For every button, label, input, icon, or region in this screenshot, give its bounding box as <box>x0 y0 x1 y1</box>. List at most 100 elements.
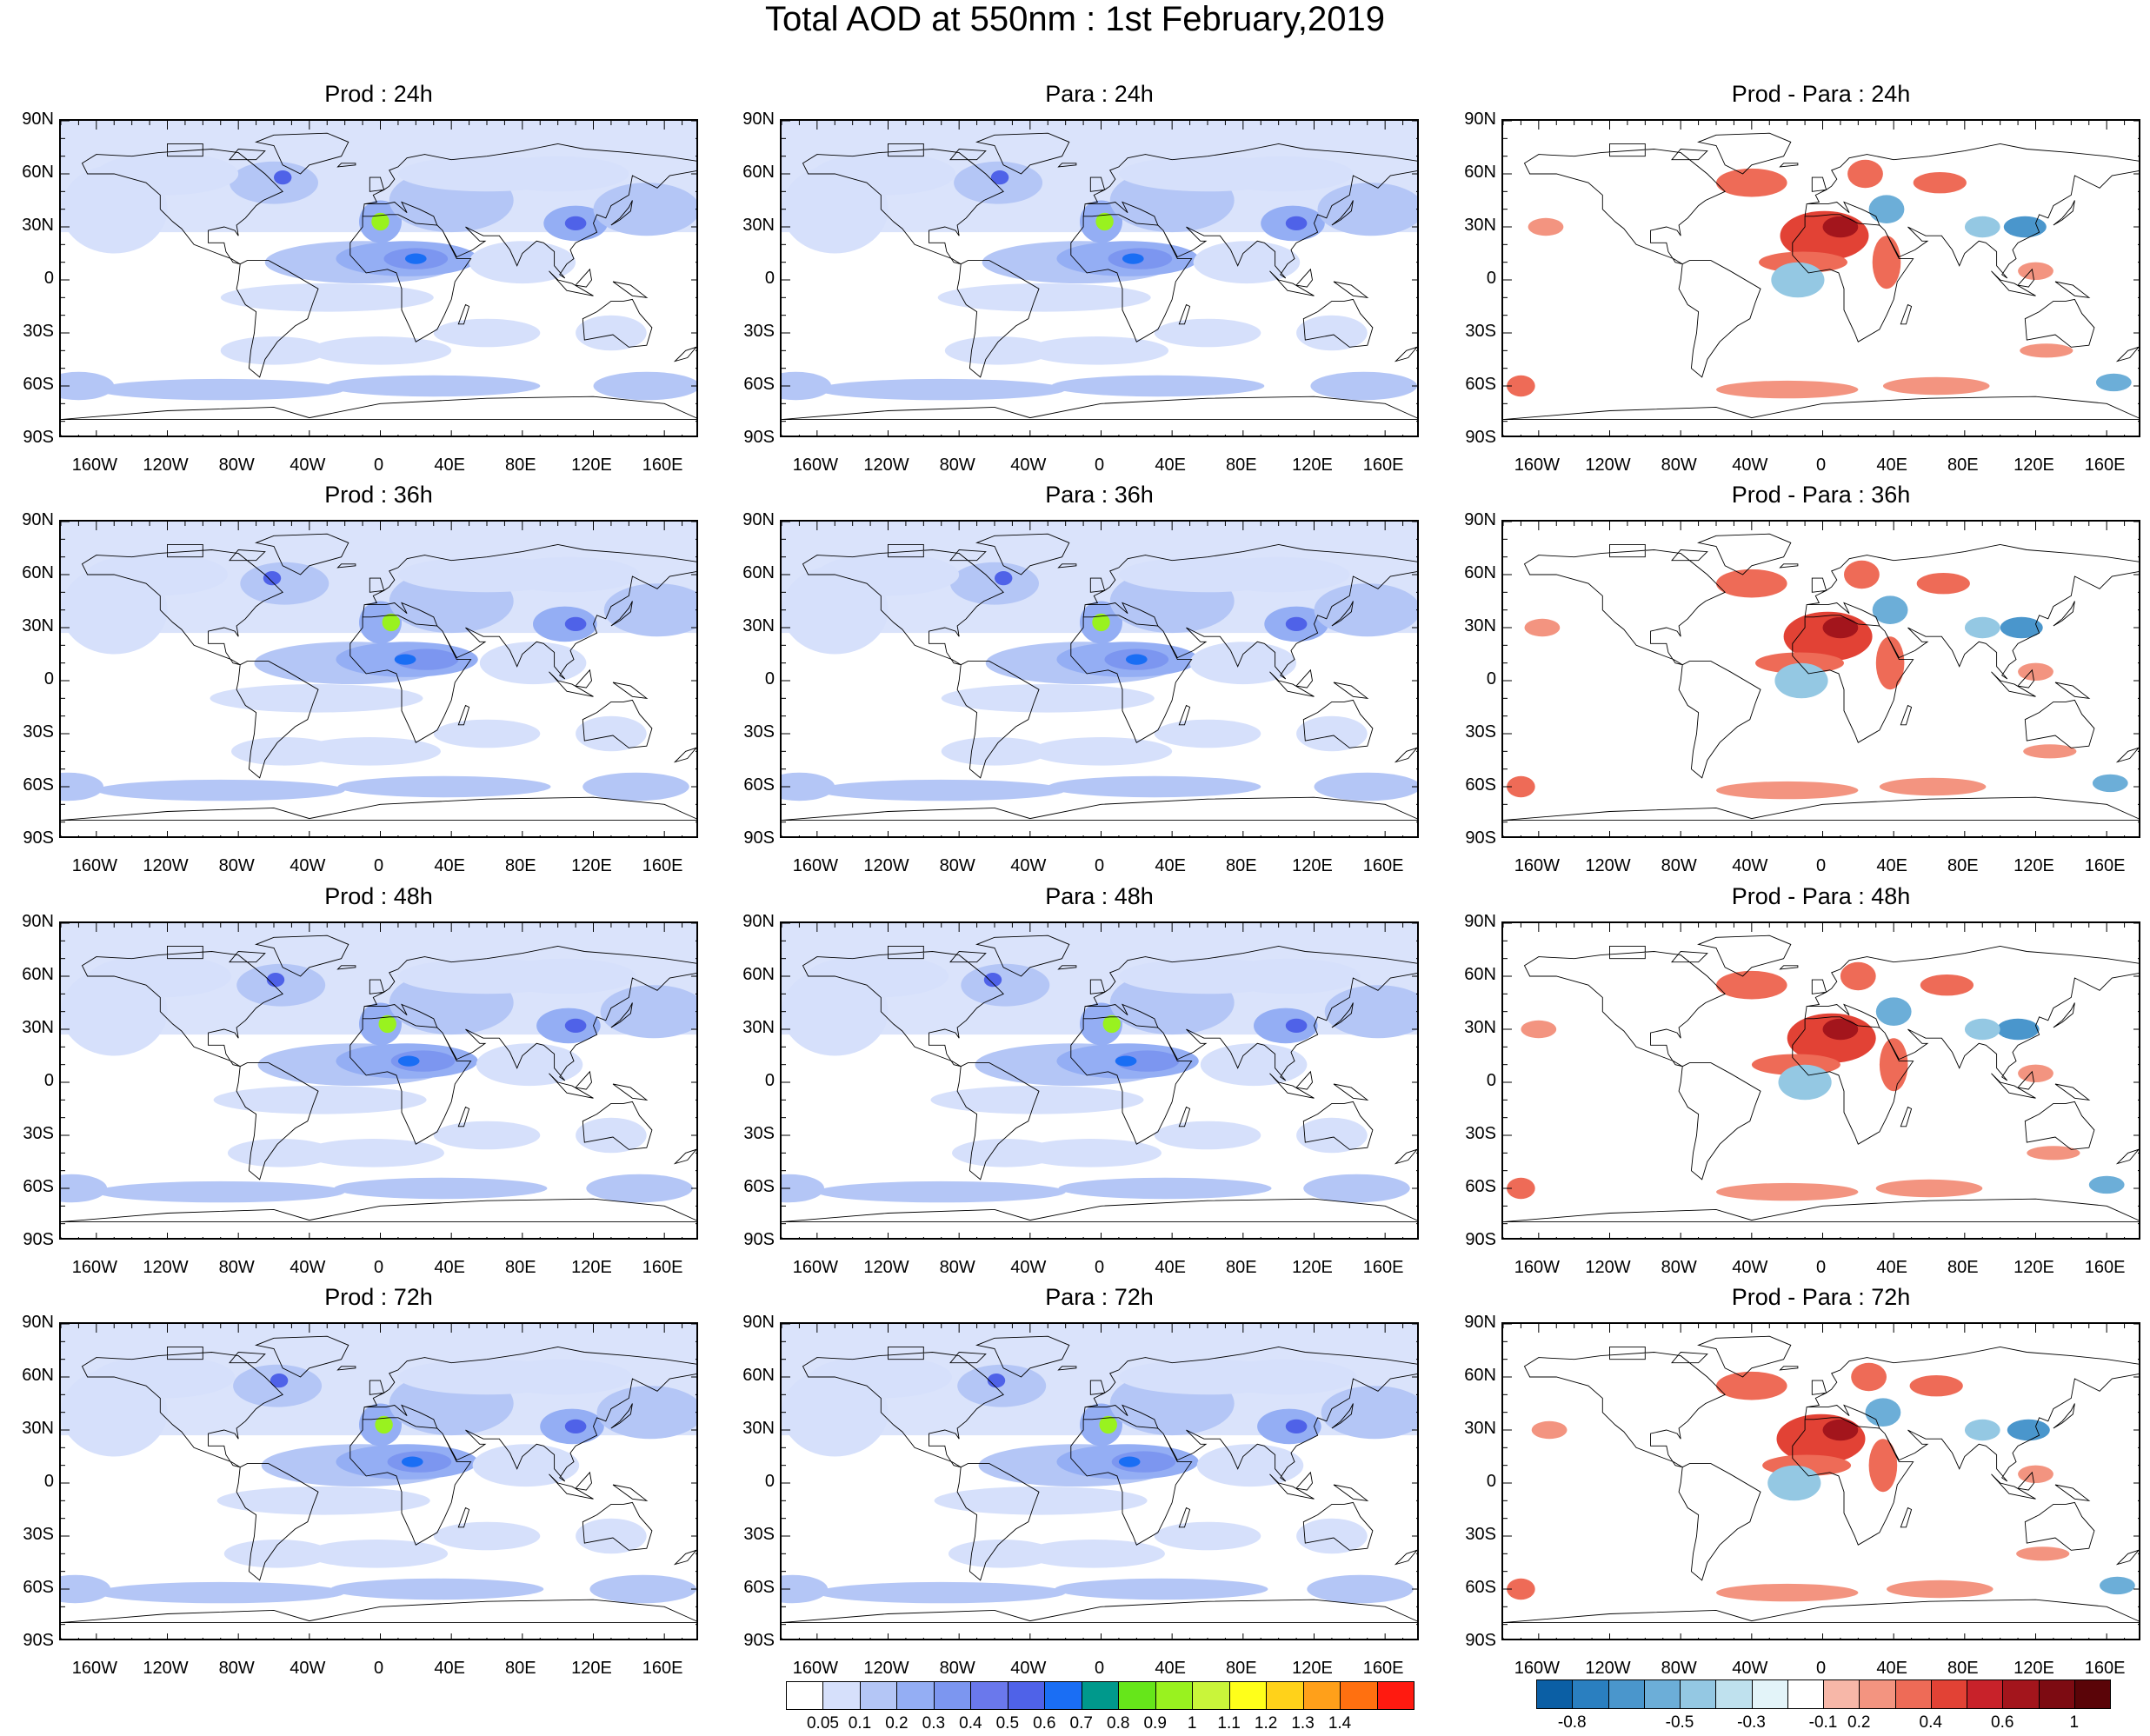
latitude-label: 90N <box>22 912 54 931</box>
field-blob <box>816 553 960 596</box>
colorbar-label: 0.4 <box>959 1714 982 1733</box>
panel-title: Prod : 24h <box>324 81 433 107</box>
longitude-label: 160E <box>642 1258 683 1277</box>
panel-title: Prod - Para : 24h <box>1731 81 1911 107</box>
field-blob <box>1774 662 1828 699</box>
map-frame <box>1501 520 2140 838</box>
field-blob <box>378 1014 396 1034</box>
longitude-label: 40E <box>434 856 465 875</box>
latitude-label: 90S <box>743 828 775 848</box>
map-frame <box>780 119 1419 437</box>
panel-title: Para : 36h <box>1045 482 1154 508</box>
field-blob <box>1879 777 1987 796</box>
longitude-label: 160W <box>1514 856 1560 875</box>
field-blob <box>298 737 441 766</box>
field-blob <box>1154 1521 1261 1551</box>
field-blob <box>1080 1002 1122 1046</box>
field-blob <box>390 1050 456 1072</box>
field-blob <box>497 556 640 593</box>
latitude-label: 30N <box>22 216 54 235</box>
field-blob <box>309 336 452 365</box>
colorbar-cell <box>2073 1679 2111 1709</box>
latitude-label: 90N <box>742 912 775 931</box>
longitude-label: 80W <box>1661 1258 1697 1277</box>
colorbar-cell <box>1192 1681 1230 1710</box>
longitude-label: 120W <box>1585 856 1631 875</box>
map-frame <box>1501 119 2140 437</box>
field-blob <box>1964 216 2000 238</box>
field-blob <box>1716 781 1859 800</box>
field-blob <box>1822 216 1859 238</box>
colorbar-label: 1 <box>1187 1714 1197 1733</box>
field-blob <box>216 1487 430 1515</box>
colorbar-cell <box>2038 1679 2075 1709</box>
colorbar-cell <box>1823 1679 1860 1709</box>
longitude-label: 80W <box>939 856 975 875</box>
field-blob <box>371 212 389 231</box>
field-blob <box>782 371 832 401</box>
panel-title: Para : 72h <box>1045 1284 1154 1310</box>
field-blob <box>382 613 400 632</box>
colorbar-cell <box>896 1681 935 1710</box>
latitude-label: 60N <box>1464 1366 1496 1385</box>
field-blob <box>405 253 427 264</box>
field-blob <box>1868 1439 1898 1493</box>
field-blob <box>469 241 576 284</box>
longitude-label: 80W <box>1661 1659 1697 1678</box>
field-blob <box>1822 616 1859 639</box>
longitude-label: 40E <box>1876 456 1907 475</box>
field-blob <box>1118 1456 1141 1467</box>
field-blob <box>782 1574 829 1604</box>
map-aod <box>782 923 1417 1238</box>
field-blob <box>1524 618 1561 637</box>
field-blob <box>1154 1121 1261 1150</box>
colorbar-cell <box>1894 1679 1932 1709</box>
colorbar-label: -0.8 <box>1557 1713 1587 1732</box>
field-blob <box>2095 373 2132 392</box>
longitude-label: 40W <box>1732 856 1768 875</box>
latitude-label: 0 <box>43 269 54 288</box>
longitude-label: 120E <box>2014 856 2054 875</box>
longitude-label: 0 <box>1094 1258 1105 1277</box>
field-blob <box>576 715 647 752</box>
longitude-label: 40E <box>1876 1258 1907 1277</box>
colorbar-cell <box>1930 1679 1967 1709</box>
field-blob <box>1716 1371 1787 1400</box>
latitude-label: 30S <box>743 1525 775 1544</box>
longitude-label: 120E <box>571 1659 612 1678</box>
field-blob <box>302 1139 444 1167</box>
field-blob <box>930 1086 1144 1114</box>
field-blob <box>990 170 1009 185</box>
longitude-label: 160W <box>792 1258 838 1277</box>
field-blob <box>1865 1398 1901 1427</box>
field-blob <box>227 1139 335 1167</box>
colorbar-label: 1 <box>2069 1713 2080 1732</box>
colorbar-label: 0.6 <box>1991 1713 2014 1732</box>
field-blob <box>1875 997 1912 1026</box>
latitude-label: 30N <box>22 1018 54 1037</box>
longitude-label: 160W <box>71 1659 117 1678</box>
map-frame <box>1501 1322 2140 1640</box>
latitude-label: 0 <box>1486 269 1496 288</box>
field-blob <box>1218 958 1361 994</box>
field-blob <box>1755 652 1844 674</box>
longitude-label: 160W <box>71 1258 117 1277</box>
coastline <box>1503 533 2139 821</box>
latitude-label: 0 <box>43 669 54 688</box>
colorbar-cell <box>1751 1679 1788 1709</box>
field-blob <box>564 1018 587 1033</box>
longitude-label: 40W <box>290 1258 326 1277</box>
longitude-label: 40W <box>1010 1659 1047 1678</box>
colorbar-cell <box>1081 1681 1120 1710</box>
latitude-label: 0 <box>43 1071 54 1090</box>
colorbar-cell <box>1376 1681 1414 1710</box>
colorbar-label: -0.3 <box>1737 1713 1766 1732</box>
axis-ticks <box>61 121 696 436</box>
field-blob <box>1916 573 1970 595</box>
longitude-label: 80W <box>1661 856 1697 875</box>
latitude-label: 90S <box>743 428 775 447</box>
axis-ticks <box>61 1324 696 1639</box>
field-blob <box>92 1355 236 1399</box>
axis-ticks <box>782 1324 1417 1639</box>
field-blob <box>934 1487 1148 1515</box>
